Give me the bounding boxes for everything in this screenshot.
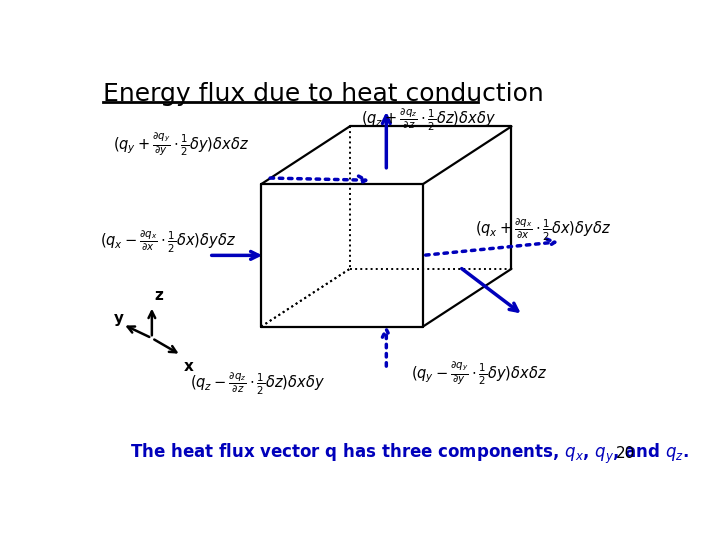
Text: y: y: [113, 312, 123, 326]
Text: $(q_z-\frac{\partial q_z}{\partial z}\cdot\frac{1}{2}\delta z)\delta x\delta y$: $(q_z-\frac{\partial q_z}{\partial z}\cd…: [190, 372, 325, 397]
Text: $(q_z+\frac{\partial q_z}{\partial z}\cdot\frac{1}{2}\delta z)\delta x\delta y$: $(q_z+\frac{\partial q_z}{\partial z}\cd…: [361, 107, 496, 133]
Text: Energy flux due to heat conduction: Energy flux due to heat conduction: [102, 82, 544, 106]
Text: $(q_x+\frac{\partial q_x}{\partial x}\cdot\frac{1}{2}\delta x)\delta y\delta z$: $(q_x+\frac{\partial q_x}{\partial x}\cd…: [475, 217, 611, 244]
Text: x: x: [184, 359, 194, 374]
Text: z: z: [154, 288, 163, 303]
Text: $(q_y+\frac{\partial q_y}{\partial y}\cdot\frac{1}{2}\delta y)\delta x\delta z$: $(q_y+\frac{\partial q_y}{\partial y}\cd…: [113, 130, 249, 158]
Text: 20: 20: [616, 446, 636, 461]
Text: $(q_y-\frac{\partial q_y}{\partial y}\cdot\frac{1}{2}\delta y)\delta x\delta z$: $(q_y-\frac{\partial q_y}{\partial y}\cd…: [411, 359, 547, 387]
Text: $(q_x-\frac{\partial q_x}{\partial x}\cdot\frac{1}{2}\delta x)\delta y\delta z$: $(q_x-\frac{\partial q_x}{\partial x}\cd…: [99, 229, 235, 255]
Text: The heat flux vector $\mathbf{q}$ has three components, $q_x$, $q_y$, and $q_z$.: The heat flux vector $\mathbf{q}$ has th…: [130, 442, 689, 465]
